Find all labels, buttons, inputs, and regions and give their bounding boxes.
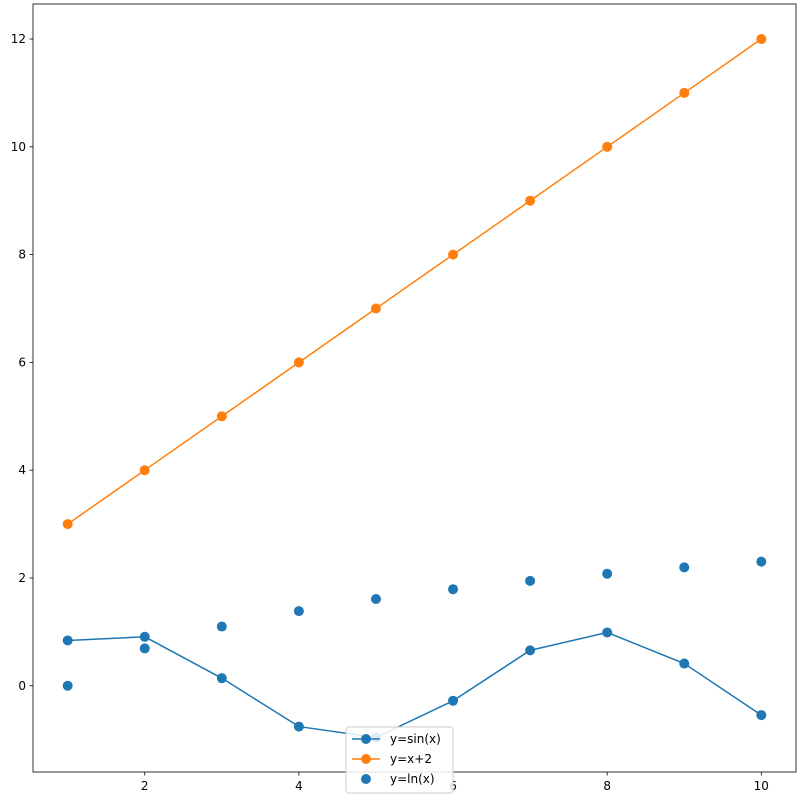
data-point [216, 673, 227, 684]
series-3 [62, 556, 767, 691]
x-tick-label: 2 [141, 779, 149, 793]
legend-marker [361, 734, 371, 744]
x-tick-label: 8 [603, 779, 611, 793]
legend-label: y=x+2 [390, 752, 432, 766]
y-tick-label: 0 [18, 679, 26, 693]
data-point [602, 627, 613, 638]
y-tick-label: 10 [11, 140, 26, 154]
y-tick-label: 12 [11, 32, 26, 46]
data-point [139, 631, 150, 642]
legend-entry: y=x+2 [352, 752, 432, 766]
y-tick-label: 8 [18, 248, 26, 262]
data-point [293, 721, 304, 732]
data-point [525, 195, 536, 206]
data-point [139, 465, 150, 476]
series-2 [62, 34, 767, 530]
data-point [370, 303, 381, 314]
series-line [67, 38, 762, 525]
legend: y=sin(x) y=x+2 y=ln(x) [345, 726, 454, 794]
series-1 [62, 627, 767, 743]
data-point [216, 621, 227, 632]
data-point [448, 695, 459, 706]
legend-entry: y=sin(x) [352, 732, 441, 746]
data-point [139, 643, 150, 654]
legend-box [345, 726, 454, 794]
axes: 246810024681012 [11, 3, 797, 793]
data-point [679, 562, 690, 573]
data-point [370, 594, 381, 605]
plot-area [62, 34, 767, 743]
data-point [62, 680, 73, 691]
data-point [756, 710, 767, 721]
legend-marker [361, 754, 371, 764]
data-point [602, 141, 613, 152]
data-point [525, 645, 536, 656]
data-point [679, 87, 690, 98]
data-point [448, 584, 459, 595]
legend-entry: y=ln(x) [361, 772, 435, 786]
legend-marker [361, 774, 371, 784]
data-point [62, 635, 73, 646]
data-point [62, 519, 73, 530]
data-point [756, 34, 767, 45]
data-point [448, 249, 459, 260]
data-point [293, 357, 304, 368]
y-tick-label: 4 [18, 463, 26, 477]
legend-label: y=ln(x) [390, 772, 435, 786]
data-point [293, 606, 304, 617]
data-point [756, 556, 767, 567]
data-point [525, 575, 536, 586]
data-point [602, 568, 613, 579]
data-point [216, 411, 227, 422]
y-tick-label: 2 [18, 571, 26, 585]
legend-label: y=sin(x) [390, 732, 441, 746]
y-tick-label: 6 [18, 355, 26, 369]
series-line [67, 631, 762, 739]
x-tick-label: 4 [295, 779, 303, 793]
data-point [679, 658, 690, 669]
x-tick-label: 10 [754, 779, 769, 793]
